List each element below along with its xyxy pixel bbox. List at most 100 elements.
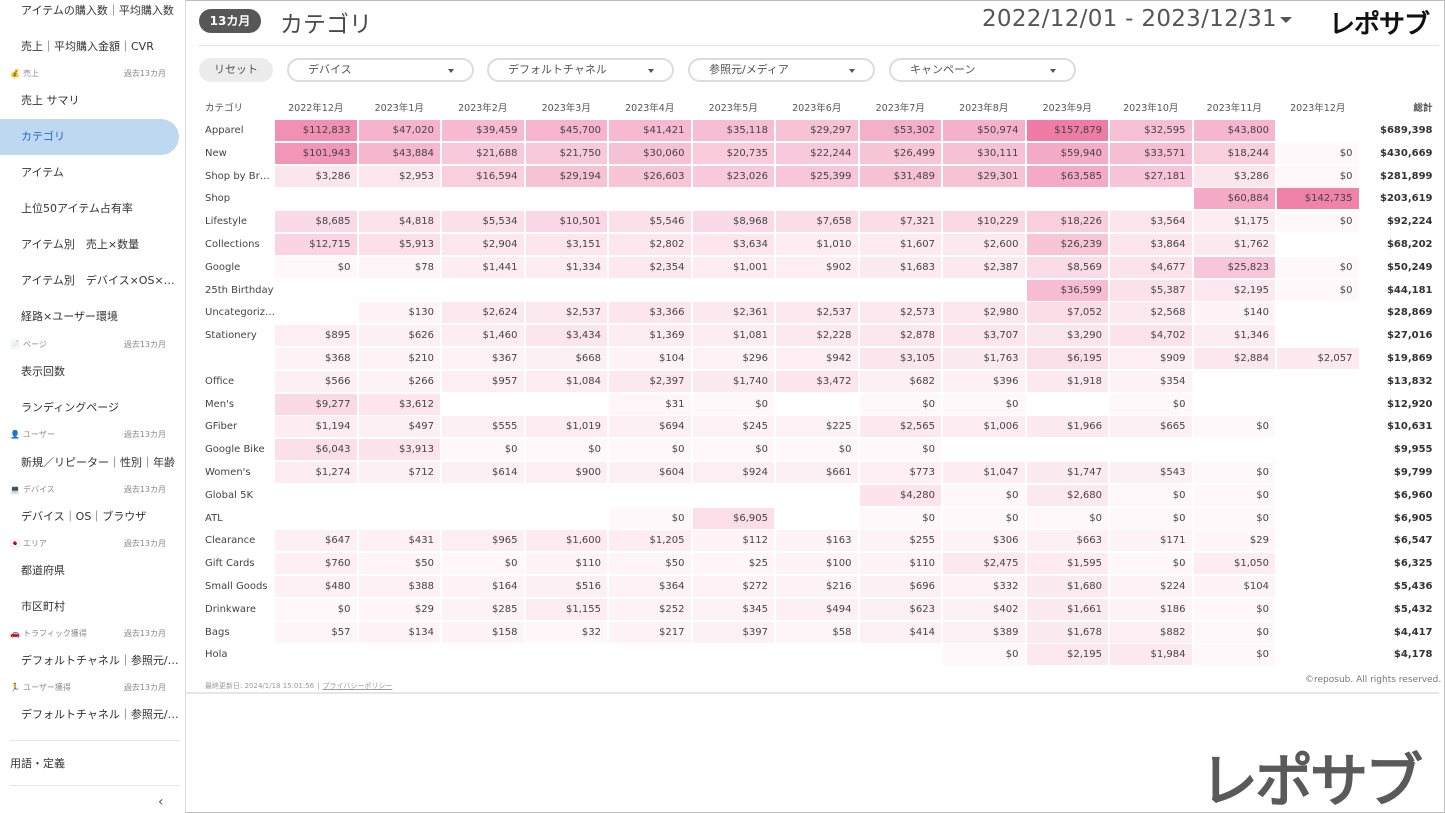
sidebar-item-prefecture[interactable]: 都道府県 [21, 564, 65, 577]
column-header-month[interactable]: 2023年8月 [959, 103, 1009, 114]
sidebar-item-glossary[interactable]: 用語・定義 [10, 757, 65, 770]
sidebar-item-route-env[interactable]: 経路×ユーザー環境 [21, 310, 118, 323]
row-total-cell: $68,202 [1386, 239, 1433, 250]
sidebar-item-item-device[interactable]: アイテム別 デバイス×OS×ブラウザ [21, 274, 179, 287]
column-header-category[interactable]: カテゴリ [205, 103, 244, 114]
filter-label: 参照元/メディア [709, 63, 789, 76]
column-header-month[interactable]: 2023年11月 [1206, 103, 1262, 114]
table-cell: $0 [1193, 598, 1275, 620]
table-cell: $0 [1193, 644, 1275, 666]
row-category-label: Hola [205, 649, 228, 661]
table-cell: $494 [776, 598, 858, 620]
table-cell: $29 [1193, 530, 1275, 552]
sidebar-item-sales-cvr[interactable]: 売上｜平均購入金額｜CVR [21, 40, 154, 53]
table-cell: $0 [609, 507, 691, 529]
date-range-picker[interactable]: 2022/12/01 - 2023/12/31 [982, 6, 1277, 32]
table-cell: $0 [1110, 553, 1192, 575]
column-header-month[interactable]: 2023年9月 [1042, 103, 1092, 114]
table-cell: $0 [859, 439, 941, 461]
chevron-down-icon[interactable] [1280, 17, 1292, 23]
column-header-month[interactable]: 2023年1月 [374, 103, 424, 114]
table-cell: $217 [609, 621, 691, 643]
table-cell: $2,953 [358, 165, 440, 187]
column-header-month[interactable]: 2023年3月 [541, 103, 591, 114]
table-cell: $2,397 [609, 370, 691, 392]
table-cell: $895 [275, 325, 357, 347]
sidebar-item-traffic-channel[interactable]: デフォルトチャネル｜参照元/メディア [21, 654, 179, 667]
table-cell: $306 [943, 530, 1025, 552]
table-cell: $9,277 [275, 393, 357, 415]
sidebar-item-top50[interactable]: 上位50アイテム占有率 [21, 202, 133, 215]
table-cell [275, 644, 357, 665]
column-header-month[interactable]: 2023年10月 [1123, 103, 1179, 114]
chevron-down-icon [1050, 69, 1056, 73]
privacy-policy-link[interactable]: プライバシーポリシー [322, 682, 393, 690]
sidebar-item-city[interactable]: 市区町村 [21, 600, 65, 613]
sidebar-item-item-sales-qty[interactable]: アイテム別 売上×数量 [21, 238, 140, 251]
table-cell [1277, 530, 1359, 551]
table-cell: $50 [609, 553, 691, 575]
table-cell: $1,607 [859, 234, 941, 255]
table-cell: $1,966 [1026, 416, 1108, 438]
table-cell [1277, 234, 1359, 255]
table-cell: $1,683 [859, 256, 941, 278]
sidebar-item-pageviews[interactable]: 表示回数 [21, 365, 65, 378]
table-cell: $3,290 [1026, 325, 1108, 347]
source-medium-filter-dropdown[interactable]: 参照元/メディア [688, 58, 875, 82]
table-cell: $957 [442, 370, 524, 392]
table-cell: $614 [442, 462, 524, 483]
column-header-month[interactable]: 2023年2月 [458, 103, 508, 114]
table-cell: $332 [943, 576, 1025, 597]
reset-button[interactable]: リセット [199, 58, 273, 82]
table-cell [1277, 622, 1359, 643]
row-total-cell: $44,181 [1386, 284, 1433, 296]
sidebar-item-landing-page[interactable]: ランディングページ [21, 401, 120, 414]
row-total-cell: $689,398 [1379, 125, 1433, 136]
table-cell: $2,057 [1277, 348, 1359, 369]
column-header-month[interactable]: 2023年5月 [708, 103, 758, 114]
table-cell: $110 [859, 553, 941, 575]
column-header-month[interactable]: 2023年7月 [875, 103, 925, 114]
column-header-month[interactable]: 2023年4月 [625, 103, 675, 114]
device-filter-dropdown[interactable]: デバイス [287, 58, 474, 82]
sidebar-item-device-os-browser[interactable]: デバイス｜OS｜ブラウザ [21, 510, 147, 523]
table-cell: $1,001 [692, 256, 774, 278]
row-category-label: Small Goods [205, 581, 268, 592]
table-cell: $3,286 [275, 165, 357, 187]
table-cell: $26,499 [859, 142, 941, 164]
column-header-month[interactable]: 2022年12月 [288, 103, 344, 114]
table-cell: $694 [609, 416, 691, 438]
table-cell: $10,229 [943, 211, 1025, 233]
section-label: トラフィック獲得 [23, 629, 87, 638]
table-cell: $1,019 [525, 416, 607, 438]
table-cell: $100 [776, 553, 858, 575]
table-cell: $1,084 [525, 370, 607, 392]
table-cell: $1,747 [1026, 462, 1108, 483]
channel-filter-dropdown[interactable]: デフォルトチャネル [487, 58, 674, 82]
chevron-down-icon [448, 69, 454, 73]
column-header-month[interactable]: 2023年6月 [792, 103, 842, 114]
column-header-total[interactable]: 総計 [1413, 103, 1433, 114]
section-period: 過去13カ月 [123, 430, 166, 439]
table-cell: $1,680 [1026, 576, 1108, 597]
table-cell: $5,534 [442, 211, 524, 233]
sidebar-item-sales-summary[interactable]: 売上 サマリ [21, 94, 80, 107]
table-cell: $712 [358, 462, 440, 483]
campaign-filter-dropdown[interactable]: キャンペーン [889, 58, 1076, 82]
table-cell: $516 [525, 576, 607, 597]
column-header-month[interactable]: 2023年12月 [1290, 103, 1346, 114]
sidebar-section-sales: 💰 売上 過去13カ月 [10, 67, 168, 81]
table-cell: $47,020 [358, 120, 440, 141]
table-cell: $0 [1110, 507, 1192, 529]
table-cell: $1,763 [943, 348, 1025, 369]
collapse-sidebar-chevron-icon[interactable]: ‹ [158, 794, 164, 810]
sidebar-item-new-repeater[interactable]: 新規／リピーター｜性別｜年齢 [21, 456, 175, 469]
sidebar-item-user-channel[interactable]: デフォルトチャネル｜参照元/メディア [21, 708, 179, 721]
sidebar-item-category[interactable]: カテゴリ [0, 119, 179, 155]
sidebar-item-item-purchases[interactable]: アイテムの購入数｜平均購入数 [21, 4, 174, 17]
table-cell: $134 [358, 621, 440, 643]
table-cell [275, 485, 357, 506]
sidebar-item-item[interactable]: アイテム [21, 166, 64, 179]
table-cell: $2,361 [692, 302, 774, 324]
table-cell: $216 [776, 576, 858, 597]
